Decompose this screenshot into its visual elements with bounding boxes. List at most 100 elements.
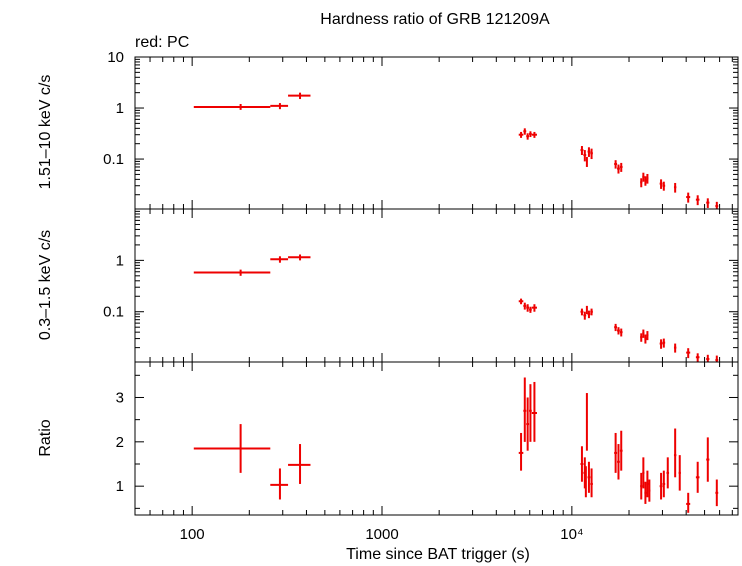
- y-tick-label: 1: [116, 100, 124, 117]
- data-point: [644, 481, 647, 504]
- data-point: [270, 256, 289, 263]
- data-point: [584, 466, 587, 498]
- panel-frame-ratio: [134, 361, 739, 516]
- data-point: [646, 470, 649, 498]
- data-point: [526, 397, 530, 451]
- data-point: [585, 305, 588, 315]
- data-point: [686, 348, 691, 359]
- data-point: [531, 381, 537, 442]
- data-point: [646, 173, 649, 184]
- data-point: [642, 329, 645, 338]
- data-point: [673, 428, 677, 478]
- data-point: [686, 492, 691, 513]
- data-point: [288, 254, 311, 261]
- y-tick-label: 0.1: [103, 151, 124, 168]
- data-point: [193, 424, 271, 473]
- data-point: [659, 472, 663, 500]
- data-point: [518, 432, 524, 471]
- chart-title: Hardness ratio of GRB 121209A: [320, 11, 550, 28]
- data-point: [617, 164, 620, 174]
- panel-frame-hard: [134, 56, 739, 210]
- data-point: [580, 308, 584, 316]
- data-point: [686, 192, 691, 203]
- data-point: [640, 472, 643, 500]
- data-point: [583, 311, 587, 320]
- y-axis-label-ratio: Ratio: [37, 419, 54, 456]
- data-point: [706, 437, 710, 482]
- data-point: [662, 338, 666, 348]
- data-point: [590, 148, 593, 160]
- data-point: [640, 333, 643, 342]
- data-point: [659, 339, 663, 349]
- data-point: [529, 131, 532, 138]
- data-point: [695, 353, 700, 362]
- data-point: [642, 172, 645, 182]
- x-tick-label: 10⁴: [560, 526, 583, 543]
- x-axis-label: Time since BAT trigger (s): [346, 546, 530, 563]
- data-point: [288, 444, 311, 484]
- panel-soft: 10.1: [103, 208, 739, 363]
- data-point: [518, 298, 524, 305]
- data-point: [619, 430, 623, 471]
- y-tick-label: 10: [107, 49, 124, 66]
- data-point: [614, 432, 618, 473]
- data-point: [695, 461, 700, 493]
- data-point: [529, 384, 532, 442]
- y-tick-label: 2: [116, 434, 124, 451]
- x-tick-label: 100: [180, 526, 205, 543]
- data-point: [531, 304, 537, 312]
- data-point: [619, 328, 623, 337]
- y-tick-label: 1: [116, 478, 124, 495]
- x-tick-label: 1000: [365, 526, 398, 543]
- data-point: [614, 323, 618, 332]
- data-point: [585, 156, 588, 167]
- data-point: [662, 470, 666, 498]
- data-point: [619, 162, 623, 172]
- data-point: [518, 131, 524, 138]
- data-point: [646, 331, 649, 341]
- data-point: [715, 201, 719, 209]
- y-tick-label: 0.1: [103, 304, 124, 321]
- data-point: [590, 468, 593, 498]
- data-point: [580, 446, 584, 482]
- y-axis-label-hard: 1.51–10 keV c/s: [37, 75, 54, 190]
- y-tick-label: 1: [116, 252, 124, 269]
- data-point: [587, 310, 591, 319]
- data-point: [523, 128, 527, 135]
- data-point: [642, 457, 645, 489]
- data-point: [695, 195, 700, 206]
- data-point: [193, 103, 271, 110]
- data-point: [640, 178, 643, 188]
- data-point: [288, 92, 311, 100]
- data-point: [580, 146, 584, 156]
- data-point: [526, 304, 530, 312]
- data-point: [531, 131, 537, 138]
- data-point: [587, 461, 591, 493]
- data-point: [614, 160, 618, 169]
- y-tick-label: 3: [116, 389, 124, 406]
- panel-ratio: 3 2 1: [116, 361, 739, 516]
- data-point: [673, 182, 677, 193]
- data-point: [270, 103, 289, 110]
- data-point: [706, 354, 710, 362]
- data-point: [526, 133, 530, 140]
- data-point: [583, 150, 587, 162]
- y-axis-label-soft: 0.3–1.5 keV c/s: [37, 230, 54, 340]
- data-point: [193, 269, 271, 276]
- data-point: [706, 198, 710, 208]
- chart-subtitle: red: PC: [135, 34, 189, 51]
- data-point: [523, 302, 527, 310]
- data-point: [644, 176, 647, 186]
- data-point: [587, 147, 591, 157]
- data-point: [523, 377, 527, 442]
- data-point: [644, 334, 647, 344]
- data-point: [590, 308, 593, 316]
- data-point: [659, 179, 663, 189]
- data-point: [617, 327, 620, 335]
- data-point: [585, 393, 588, 451]
- data-point: [715, 355, 719, 362]
- data-point: [666, 457, 670, 489]
- data-point: [673, 343, 677, 353]
- data-point: [648, 479, 651, 502]
